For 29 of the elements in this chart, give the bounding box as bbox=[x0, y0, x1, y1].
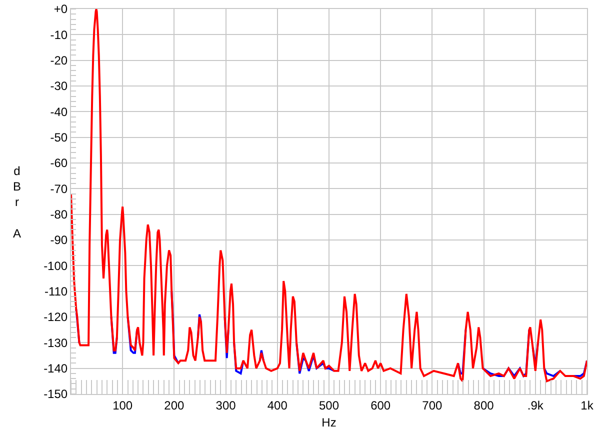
y-tick-label: +0 bbox=[54, 2, 68, 16]
y-tick-label: -20 bbox=[50, 54, 68, 68]
y-tick-label: -150 bbox=[44, 387, 68, 402]
y-tick-label: -90 bbox=[50, 233, 68, 248]
x-tick-label: .9k bbox=[527, 398, 544, 412]
x-tick-label: 1k bbox=[580, 398, 594, 412]
x-tick-label: 300 bbox=[216, 398, 236, 412]
line-series bbox=[71, 9, 587, 382]
y-tick-label: -110 bbox=[44, 284, 68, 299]
y-tick-label: -130 bbox=[44, 336, 68, 350]
x-axis-title: Hz bbox=[322, 415, 336, 430]
y-tick-label: -50 bbox=[50, 130, 68, 145]
y-tick-label: -30 bbox=[50, 79, 68, 94]
y-tick-label: -70 bbox=[50, 182, 68, 196]
x-tick-label: 400 bbox=[267, 398, 288, 412]
x-tick-label: 500 bbox=[318, 398, 340, 412]
x-tick-label: 600 bbox=[370, 398, 391, 412]
x-tick-label: 700 bbox=[422, 398, 443, 412]
y-tick-label: -40 bbox=[50, 104, 68, 119]
text: dBr A bbox=[13, 164, 22, 240]
x-tick-label: 200 bbox=[164, 398, 185, 412]
y-tick-label: -80 bbox=[50, 208, 68, 222]
y-tick-label: -100 bbox=[44, 258, 68, 273]
y-tick-label: -60 bbox=[50, 156, 68, 170]
x-tick-label: 800 bbox=[474, 398, 494, 412]
y-tick-label: -140 bbox=[44, 362, 68, 376]
y-tick-label: -120 bbox=[44, 310, 68, 324]
y-tick-label: -10 bbox=[50, 28, 68, 42]
x-tick-label: 100 bbox=[112, 398, 133, 412]
